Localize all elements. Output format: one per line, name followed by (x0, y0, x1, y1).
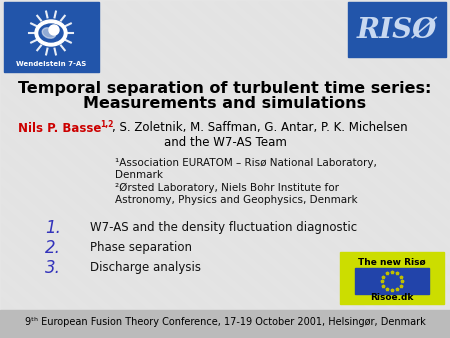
Text: Risoe.dk: Risoe.dk (370, 293, 414, 303)
Ellipse shape (35, 20, 67, 46)
Ellipse shape (42, 28, 56, 38)
Text: The new Risø: The new Risø (358, 258, 426, 266)
Text: Temporal separation of turbulent time series:: Temporal separation of turbulent time se… (18, 80, 432, 96)
Bar (0, 310, 450, 338)
Text: Astronomy, Physics and Geophysics, Denmark: Astronomy, Physics and Geophysics, Denma… (115, 195, 358, 205)
Bar (348, 2, 446, 57)
Bar (355, 268, 429, 294)
Text: Denmark: Denmark (115, 170, 163, 180)
Text: ¹Association EURATOM – Risø National Laboratory,: ¹Association EURATOM – Risø National Lab… (115, 158, 377, 168)
Text: Wendelstein 7-AS: Wendelstein 7-AS (16, 61, 86, 67)
Ellipse shape (39, 24, 63, 42)
Text: and the W7-AS Team: and the W7-AS Team (163, 136, 287, 148)
Text: 9ᵗʰ European Fusion Theory Conference, 17-19 October 2001, Helsingør, Denmark: 9ᵗʰ European Fusion Theory Conference, 1… (25, 317, 425, 327)
Text: 1,2: 1,2 (100, 120, 113, 128)
Circle shape (49, 25, 59, 35)
Text: RISØ: RISØ (357, 18, 437, 45)
Text: Measurements and simulations: Measurements and simulations (83, 97, 367, 112)
Bar (4, 2, 99, 72)
Text: Phase separation: Phase separation (90, 241, 192, 255)
Bar (340, 252, 444, 304)
Text: W7-AS and the density fluctuation diagnostic: W7-AS and the density fluctuation diagno… (90, 221, 357, 235)
Text: Nils P. Basse: Nils P. Basse (18, 121, 101, 135)
Text: 3.: 3. (45, 259, 61, 277)
Text: 1.: 1. (45, 219, 61, 237)
Text: , S. Zoletnik, M. Saffman, G. Antar, P. K. Michelsen: , S. Zoletnik, M. Saffman, G. Antar, P. … (112, 121, 408, 135)
Text: ²Ørsted Laboratory, Niels Bohr Institute for: ²Ørsted Laboratory, Niels Bohr Institute… (115, 183, 339, 193)
Text: Discharge analysis: Discharge analysis (90, 262, 201, 274)
Text: 2.: 2. (45, 239, 61, 257)
